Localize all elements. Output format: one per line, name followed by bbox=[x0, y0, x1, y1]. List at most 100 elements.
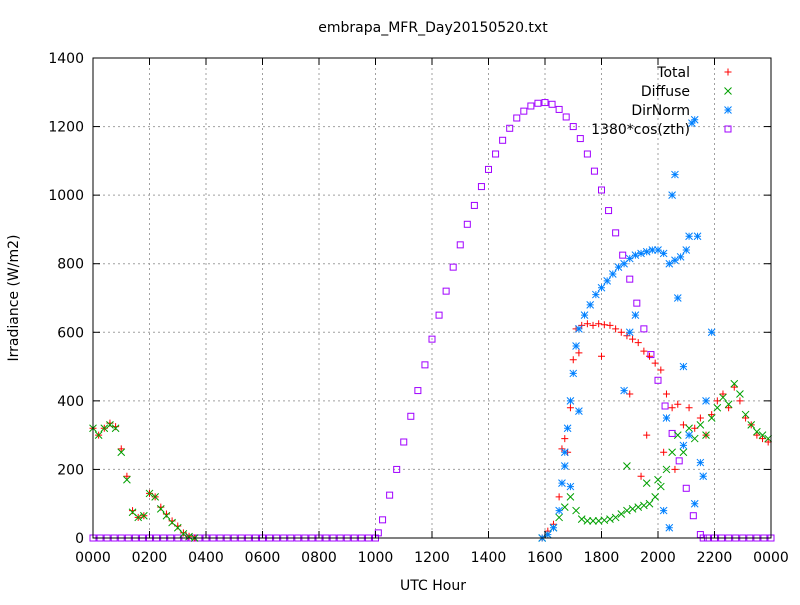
data-point bbox=[690, 434, 699, 443]
marker-stroke bbox=[173, 523, 182, 532]
data-point bbox=[665, 523, 674, 532]
marker-stroke bbox=[736, 390, 744, 398]
data-point bbox=[162, 511, 171, 520]
marker-stroke bbox=[442, 287, 450, 295]
marker-stroke bbox=[569, 356, 577, 364]
marker-stroke bbox=[603, 277, 612, 285]
marker-stroke bbox=[629, 335, 637, 343]
data-point bbox=[185, 532, 193, 541]
marker-stroke bbox=[689, 512, 697, 520]
y-tick-label: 1200 bbox=[48, 120, 84, 136]
marker-stroke bbox=[690, 499, 699, 508]
marker-stroke bbox=[682, 484, 690, 492]
data-point bbox=[619, 251, 627, 259]
data-point bbox=[637, 472, 645, 480]
marker-stroke bbox=[724, 106, 732, 114]
marker-stroke bbox=[580, 311, 589, 319]
data-point bbox=[407, 412, 415, 420]
y-axis-label: Irradiance (W/m2) bbox=[6, 235, 22, 362]
marker-stroke bbox=[651, 359, 659, 367]
marker-stroke bbox=[637, 249, 645, 258]
data-point bbox=[548, 100, 556, 108]
marker-stroke bbox=[393, 465, 401, 473]
data-point bbox=[647, 351, 655, 359]
marker-stroke bbox=[730, 383, 738, 391]
data-point bbox=[555, 513, 563, 522]
data-point bbox=[179, 529, 187, 537]
marker-stroke bbox=[162, 511, 171, 520]
marker-stroke bbox=[449, 263, 457, 271]
data-point bbox=[690, 499, 699, 508]
legend-marker bbox=[724, 68, 732, 76]
data-point bbox=[589, 517, 597, 525]
marker-stroke bbox=[589, 517, 597, 525]
marker-stroke bbox=[690, 434, 699, 443]
marker-stroke bbox=[724, 87, 732, 95]
data-point bbox=[386, 491, 394, 499]
marker-stroke bbox=[575, 325, 583, 333]
data-point bbox=[617, 328, 625, 336]
data-point bbox=[575, 349, 583, 357]
marker-stroke bbox=[179, 529, 187, 537]
data-point bbox=[623, 506, 631, 515]
data-point bbox=[753, 431, 761, 439]
marker-stroke bbox=[111, 424, 120, 433]
data-point bbox=[623, 462, 631, 470]
data-point bbox=[645, 499, 654, 508]
marker-stroke bbox=[591, 290, 600, 299]
data-point bbox=[628, 505, 637, 513]
marker-stroke bbox=[648, 246, 657, 254]
data-point bbox=[589, 321, 597, 329]
data-point bbox=[617, 510, 626, 518]
marker-stroke bbox=[563, 424, 572, 433]
data-point bbox=[702, 431, 710, 439]
data-point bbox=[569, 369, 578, 378]
marker-stroke bbox=[646, 352, 654, 360]
data-point bbox=[643, 431, 651, 439]
marker-stroke bbox=[640, 325, 648, 333]
data-point bbox=[379, 516, 387, 524]
data-point bbox=[151, 493, 160, 501]
data-point bbox=[657, 366, 665, 374]
marker-stroke bbox=[558, 479, 566, 487]
data-point bbox=[117, 445, 125, 453]
data-point bbox=[558, 479, 566, 487]
marker-stroke bbox=[634, 339, 642, 347]
data-point bbox=[597, 283, 606, 292]
marker-stroke bbox=[643, 431, 651, 439]
data-point bbox=[660, 448, 668, 456]
data-point bbox=[139, 511, 148, 520]
marker-stroke bbox=[185, 532, 193, 541]
marker-stroke bbox=[590, 167, 598, 175]
data-point bbox=[555, 493, 563, 501]
marker-stroke bbox=[741, 410, 750, 419]
marker-stroke bbox=[575, 349, 583, 357]
data-point bbox=[612, 325, 620, 333]
data-point bbox=[685, 431, 693, 439]
data-point bbox=[656, 482, 665, 491]
marker-stroke bbox=[625, 254, 634, 263]
data-point bbox=[456, 241, 464, 249]
marker-stroke bbox=[555, 513, 563, 522]
marker-stroke bbox=[724, 400, 733, 409]
legend-marker bbox=[724, 125, 732, 133]
data-point bbox=[719, 393, 727, 402]
data-point bbox=[442, 287, 450, 295]
marker-stroke bbox=[662, 414, 671, 422]
marker-stroke bbox=[662, 465, 671, 474]
data-point bbox=[145, 489, 154, 498]
marker-stroke bbox=[671, 170, 679, 179]
data-point bbox=[555, 105, 563, 113]
marker-stroke bbox=[612, 229, 620, 237]
data-point bbox=[560, 462, 569, 470]
data-point bbox=[685, 424, 693, 433]
data-point bbox=[642, 479, 651, 487]
data-point bbox=[123, 472, 131, 480]
marker-stroke bbox=[463, 220, 471, 228]
marker-stroke bbox=[673, 431, 682, 439]
data-point bbox=[566, 397, 575, 405]
data-point bbox=[590, 167, 598, 175]
marker-stroke bbox=[586, 301, 595, 309]
marker-stroke bbox=[679, 362, 688, 371]
data-point bbox=[549, 523, 558, 532]
